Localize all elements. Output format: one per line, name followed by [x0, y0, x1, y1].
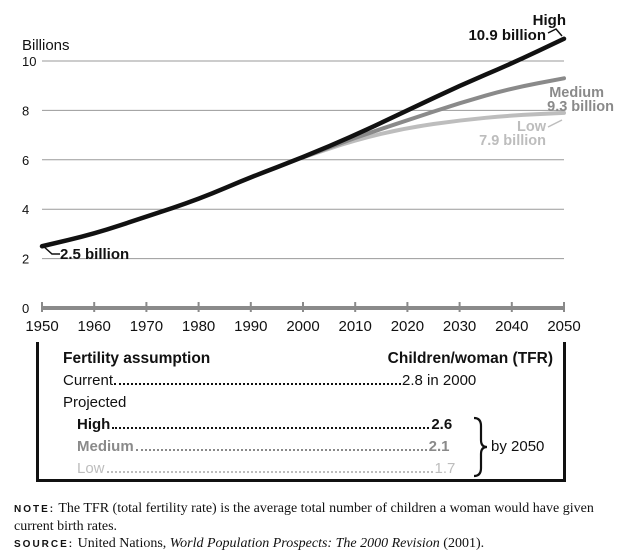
table-row-high: High 2.6 [77, 416, 452, 433]
x-tick-2000: 2000 [286, 318, 319, 335]
source-text: United Nations, [77, 536, 167, 551]
y-axis-label: Billions [22, 37, 70, 54]
x-tick-1960: 1960 [78, 318, 111, 335]
y-tick-4: 4 [22, 202, 29, 217]
row-medium-label: Medium [77, 438, 134, 455]
row-low-label: Low [77, 460, 105, 477]
row-low-value: 1.7 [434, 460, 456, 477]
annotation-high-name: High [533, 12, 566, 29]
annotation-high-value: 10.9 billion [468, 27, 546, 44]
annotation-start-leader [41, 244, 60, 255]
y-tick-10: 10 [22, 54, 36, 69]
annotation-start-value: 2.5 billion [60, 246, 129, 263]
current-row: Current 2.8 in 2000 [63, 372, 476, 389]
y-tick-labels: 0 2 4 6 8 10 [22, 54, 36, 316]
x-tick-2040: 2040 [495, 318, 528, 335]
fertility-table: Fertility assumption Children/woman (TFR… [36, 342, 566, 482]
x-tick-2030: 2030 [443, 318, 476, 335]
note: NOTE: The TFR (total fertility rate) is … [14, 500, 614, 535]
table-header-fertility: Fertility assumption [63, 350, 211, 367]
x-tick-1980: 1980 [182, 318, 215, 335]
table-row-low: Low 1.7 [77, 460, 455, 477]
row-high-value: 2.6 [431, 416, 453, 433]
annotation-medium-value: 9.3 billion [547, 99, 614, 115]
series-lines [39, 36, 567, 249]
source-title: World Population Prospects: The 2000 Rev… [169, 536, 440, 551]
table-header-tfr: Children/woman (TFR) [387, 350, 553, 367]
annotation-medium-name: Medium [549, 85, 604, 101]
note-text: The TFR (total fertility rate) is the av… [14, 501, 594, 534]
annotation-low-leader [547, 119, 563, 128]
x-axis: 1950 1960 1970 1980 1990 2000 2010 2020 2030 2040… [25, 302, 581, 335]
x-tick-2050: 2050 [547, 318, 580, 335]
current-label: Current [63, 372, 114, 389]
source-label: SOURCE: [14, 539, 75, 550]
x-tick-2010: 2010 [339, 318, 372, 335]
y-tick-2: 2 [22, 252, 29, 267]
table-row-medium: Medium 2.1 [77, 438, 450, 455]
population-projection-chart: Billions 0 2 4 6 8 10 1950 1960 1970 1980 1990 200… [22, 12, 614, 335]
y-tick-6: 6 [22, 153, 29, 168]
grid [42, 60, 564, 260]
series-line-high [39, 36, 567, 249]
note-label: NOTE: [14, 504, 56, 515]
row-high-label: High [77, 416, 111, 433]
brace-label: by 2050 [491, 438, 545, 455]
annotation-high-leader [547, 28, 563, 37]
annotation-low-value: 7.9 billion [479, 133, 546, 149]
x-tick-1970: 1970 [130, 318, 163, 335]
source: SOURCE: United Nations, World Population… [14, 535, 614, 553]
y-tick-0: 0 [22, 301, 29, 316]
current-value: 2.8 in 2000 [402, 372, 477, 389]
annotation-low-name: Low [517, 119, 547, 135]
source-year: (2001). [443, 536, 485, 551]
x-tick-1990: 1990 [234, 318, 267, 335]
y-tick-8: 8 [22, 103, 29, 118]
row-medium-value: 2.1 [428, 438, 450, 455]
brace-icon [473, 416, 488, 478]
projected-label: Projected [63, 394, 127, 411]
x-tick-1950: 1950 [25, 318, 58, 335]
x-tick-2020: 2020 [391, 318, 424, 335]
